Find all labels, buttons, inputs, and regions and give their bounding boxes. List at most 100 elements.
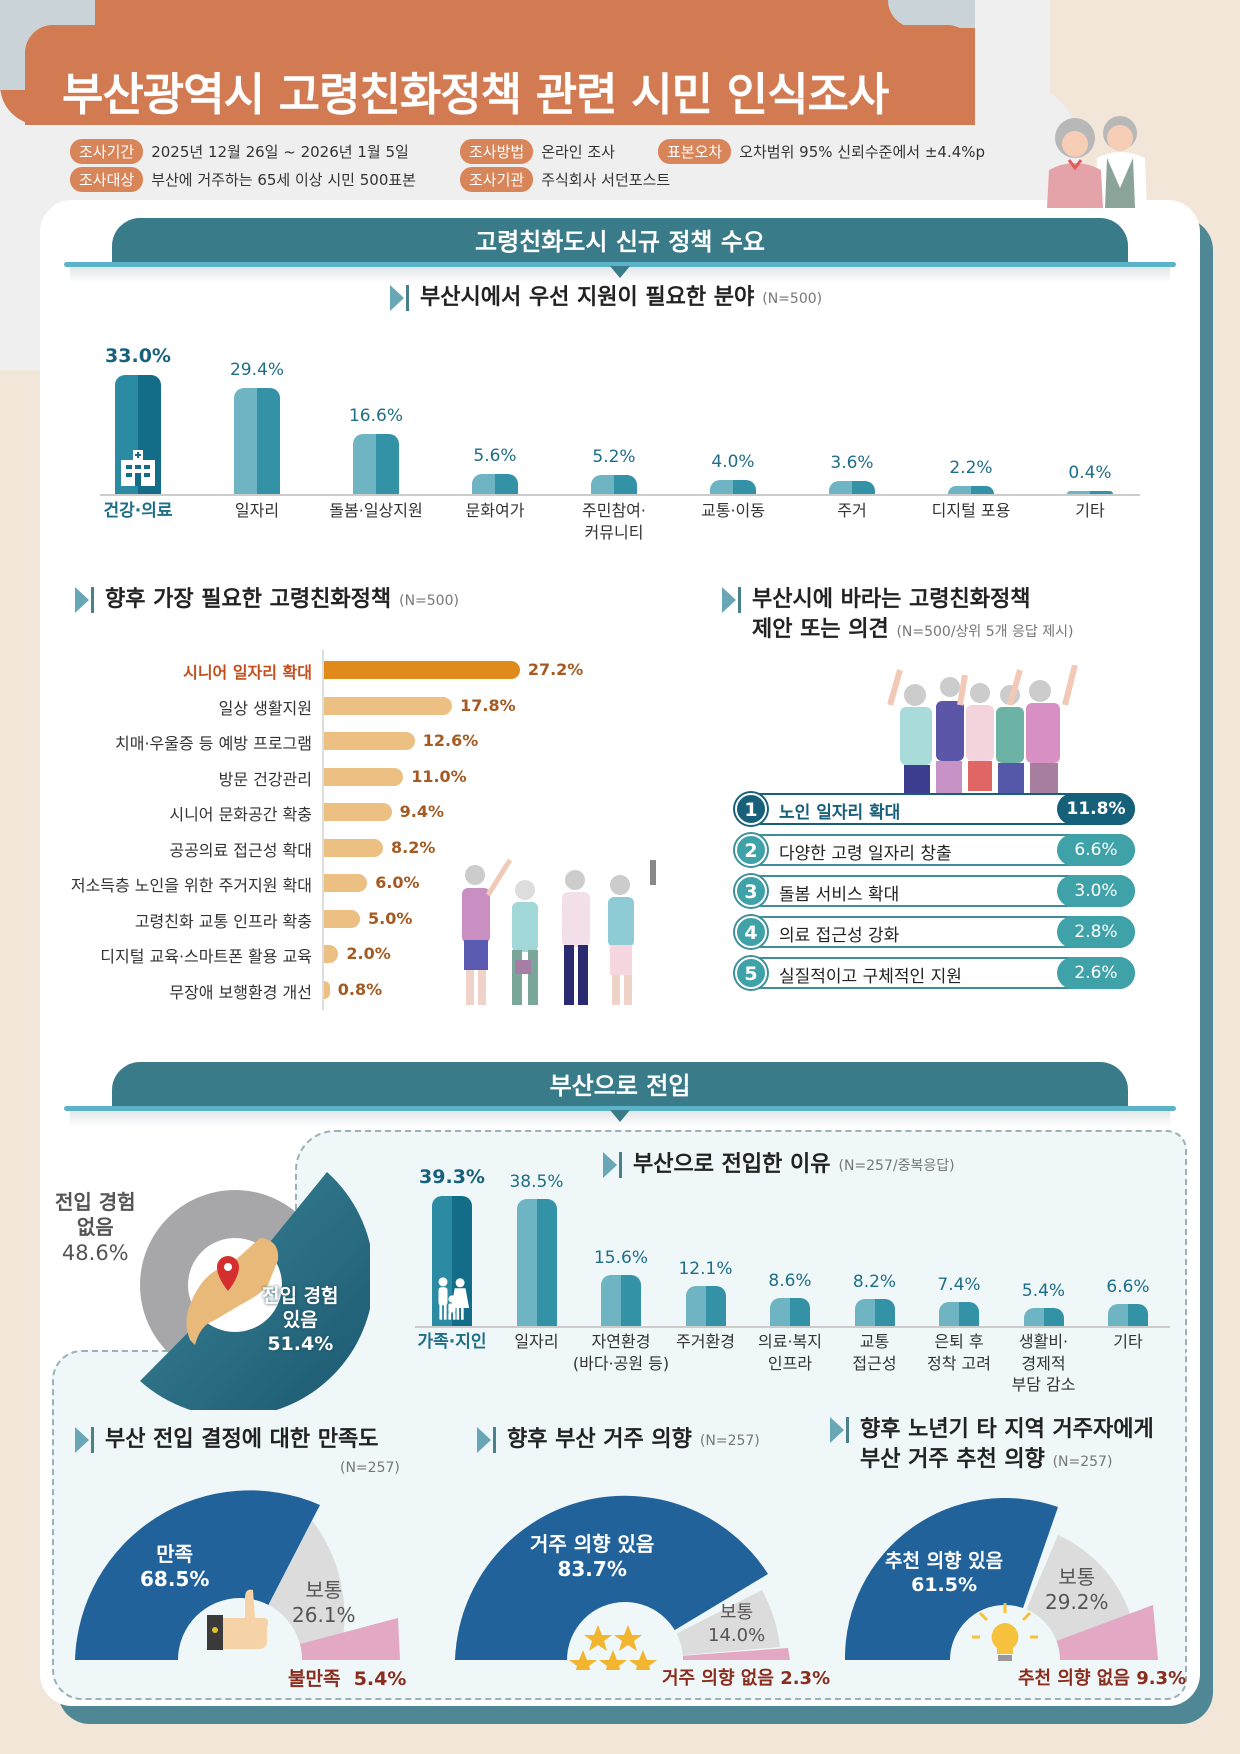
panel-joint xyxy=(297,1340,1185,1360)
suggestion-item: 1 노인 일자리 확대 11.8% xyxy=(735,793,1135,825)
chevron-right-icon xyxy=(722,587,744,613)
future-policy-title: 향후 가장 필요한 고령친화정책 (N=500) xyxy=(75,585,459,615)
hbar-3 xyxy=(324,732,415,750)
migration-yes-label: 전입 경험 있음 51.4% xyxy=(262,1285,339,1355)
hbar-7 xyxy=(324,874,368,892)
bar-1 xyxy=(115,375,161,494)
suggestion-value: 11.8% xyxy=(1057,793,1135,825)
section-pointer xyxy=(610,266,630,278)
bar-9 xyxy=(1108,1304,1148,1326)
hospital-icon xyxy=(118,448,158,492)
bar-label: 돌봄·일상지원 xyxy=(329,501,423,520)
bar-3 xyxy=(353,434,399,494)
bar-2 xyxy=(516,1198,557,1326)
bar-6 xyxy=(710,479,756,494)
meta-sample-error: 표본오차 오차범위 95% 신뢰수준에서 ±4.4%p xyxy=(658,139,985,164)
bar-label: 디지털 포용 xyxy=(931,501,1011,520)
bar-value: 0.4% xyxy=(1068,463,1112,483)
bar-7 xyxy=(939,1301,979,1326)
section-header-migration: 부산으로 전입 xyxy=(112,1062,1128,1110)
bar-value: 12.1% xyxy=(678,1259,733,1280)
title-banner-inner xyxy=(25,25,975,125)
hbar-label: 시니어 문화공간 확충 xyxy=(169,805,312,824)
x-axis xyxy=(415,1326,1170,1328)
y-axis xyxy=(322,650,324,1010)
suggestion-label: 실질적이고 구체적인 지원 xyxy=(779,967,962,987)
bar-7 xyxy=(829,481,875,494)
chevron-right-icon xyxy=(390,285,412,311)
hbar-value: 11.0% xyxy=(411,766,467,786)
bar-label: 건강·의료 xyxy=(103,501,173,521)
bar-value: 5.2% xyxy=(592,447,636,468)
bar-value: 7.4% xyxy=(937,1274,981,1295)
bar-8 xyxy=(948,486,994,494)
recommend-b-label: 보통 29.2% xyxy=(1045,1565,1109,1614)
hbar-value: 9.4% xyxy=(399,802,445,821)
hbar-1 xyxy=(324,661,520,679)
bar-label: 일자리 xyxy=(234,501,280,520)
suggestion-value: 2.6% xyxy=(1057,957,1135,989)
migration-donut-chart xyxy=(140,1172,370,1410)
bar-3 xyxy=(601,1274,641,1326)
suggestion-item: 3 돌봄 서비스 확대 3.0% xyxy=(735,875,1135,907)
suggestion-value: 6.6% xyxy=(1057,834,1135,866)
hbar-label: 저소득층 노인을 위한 주거지원 확대 xyxy=(70,876,312,895)
hbar-label: 공공의료 접근성 확대 xyxy=(169,840,312,860)
bar-label: 의료·복지 인프라 xyxy=(758,1332,822,1373)
bar-value: 16.6% xyxy=(348,406,403,427)
chevron-right-icon xyxy=(75,587,97,613)
bar-value: 5.6% xyxy=(473,445,517,466)
section-header-policy: 고령친화도시 신규 정책 수요 xyxy=(112,218,1128,266)
hbar-8 xyxy=(324,909,360,928)
rank-number: 1 xyxy=(735,793,767,825)
bar-9 xyxy=(1067,491,1113,494)
hbar-value: 17.8% xyxy=(460,695,516,715)
chevron-right-icon xyxy=(830,1417,852,1443)
bar-label: 기타 xyxy=(1113,1332,1143,1351)
residence-b-label: 보통 14.0% xyxy=(708,1602,766,1646)
hbar-6 xyxy=(324,838,384,857)
bar-label: 교통·이동 xyxy=(701,501,765,520)
bar-value: 3.6% xyxy=(830,453,874,474)
bar-2 xyxy=(234,388,280,494)
hbar-9 xyxy=(324,945,339,963)
title-corner-right xyxy=(888,0,975,28)
meta-survey-target: 조사대상 부산에 거주하는 65세 이상 시민 500표본 xyxy=(70,167,416,192)
bar-label: 기타 xyxy=(1075,501,1105,520)
hbar-label: 시니어 일자리 확대 xyxy=(183,663,312,682)
bar-value: 39.3% xyxy=(419,1166,485,1189)
bar-value: 8.6% xyxy=(768,1270,812,1291)
satisfaction-n: (N=257) xyxy=(340,1460,400,1476)
chevron-right-icon xyxy=(477,1427,499,1453)
rank-number: 2 xyxy=(735,834,767,866)
hbar-2 xyxy=(324,696,453,715)
hbar-label: 치매·우울증 등 예방 프로그램 xyxy=(115,734,312,753)
bar-label: 교통 접근성 xyxy=(852,1332,897,1373)
bar-value: 5.4% xyxy=(1021,1281,1066,1302)
x-axis xyxy=(100,494,1140,496)
bar-value: 4.0% xyxy=(711,451,755,472)
meta-survey-method: 조사방법 온라인 조사 xyxy=(460,139,615,164)
satisfaction-title: 부산 전입 결정에 대한 만족도 xyxy=(75,1425,379,1455)
suggestion-label: 다양한 고령 일자리 창출 xyxy=(779,844,952,864)
hbar-label: 고령친화 교통 인프라 확충 xyxy=(134,911,312,931)
suggestion-item: 4 의료 접근성 강화 2.8% xyxy=(735,916,1135,948)
suggestion-item: 2 다양한 고령 일자리 창출 6.6% xyxy=(735,834,1135,866)
bar-value: 29.4% xyxy=(229,360,284,381)
suggestion-item: 5 실질적이고 구체적인 지원 2.6% xyxy=(735,957,1135,989)
hbar-value: 8.2% xyxy=(391,837,436,857)
elderly-couple-illustration xyxy=(1047,116,1147,208)
meta-survey-period: 조사기간 2025년 12월 26일 ~ 2026년 1월 5일 xyxy=(70,139,409,164)
bar-5 xyxy=(770,1297,810,1326)
residence-a-label: 거주 의향 있음 83.7% xyxy=(530,1532,655,1581)
hbar-label: 일상 생활지원 xyxy=(218,698,312,718)
satisfaction-a-label: 만족 68.5% xyxy=(140,1542,210,1591)
suggestion-value: 3.0% xyxy=(1057,875,1135,907)
bar-value: 38.5% xyxy=(509,1171,564,1192)
bar-label: 자연환경 (바다·공원 등) xyxy=(572,1332,670,1373)
bar-label: 주민참여· 커뮤니티 xyxy=(582,501,646,542)
bar-label: 생활비· 경제적 부담 감소 xyxy=(1011,1332,1076,1395)
bar-label: 일자리 xyxy=(514,1332,559,1351)
suggestion-label: 노인 일자리 확대 xyxy=(779,803,901,823)
residence-fan-chart xyxy=(455,1495,790,1670)
